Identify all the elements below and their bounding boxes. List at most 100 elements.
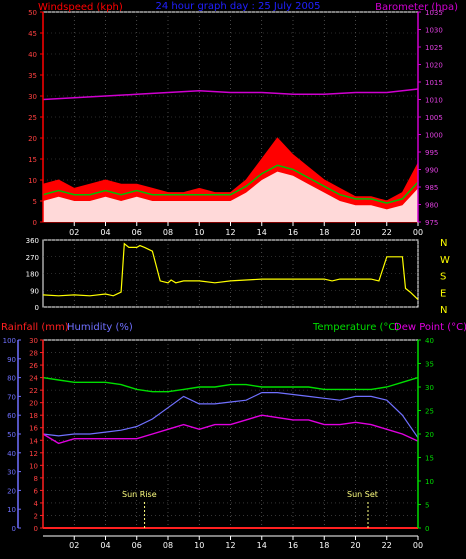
rain-tick-label: 10 (29, 462, 38, 470)
x-tick-label-top: 20 (350, 228, 360, 237)
humidity-tick-label: 60 (7, 412, 16, 420)
temp-tick-label: 5 (425, 502, 429, 510)
rain-tick-label: 22 (29, 387, 38, 395)
rain-tick-label: 16 (29, 425, 38, 433)
temperature-line (42, 376, 419, 393)
x-tick-label-top: 14 (257, 228, 267, 237)
humidity-tick-label: 40 (7, 450, 16, 458)
baro-tick-label: 985 (425, 184, 438, 192)
windspeed-axis-title: Windspeed (kph) (38, 2, 123, 13)
compass-label: S (440, 272, 446, 283)
baro-tick-label: 990 (425, 167, 438, 175)
rain-tick-label: 4 (34, 500, 39, 508)
barometer-line (42, 88, 419, 101)
humidity-tick-label: 30 (7, 469, 16, 477)
x-tick-label-bottom: 12 (225, 541, 235, 550)
direction-tick-label: 360 (26, 237, 39, 245)
direction-tick-label: 270 (26, 254, 39, 262)
baro-tick-label: 1015 (425, 79, 443, 87)
rain-tick-label: 18 (29, 412, 38, 420)
x-tick-label-bottom: 10 (194, 541, 204, 550)
rain-tick-label: 24 (29, 375, 38, 383)
baro-tick-label: 995 (425, 149, 438, 157)
wind-tick-label: 20 (28, 135, 37, 143)
rain-tick-label: 28 (29, 350, 38, 358)
direction-tick-label: 0 (35, 304, 39, 312)
x-tick-label-top: 12 (225, 228, 235, 237)
baro-tick-label: 1025 (425, 44, 443, 52)
x-tick-label-bottom: 14 (257, 541, 267, 550)
temp-tick-label: 0 (425, 525, 429, 533)
compass-label: N (440, 238, 447, 249)
sunset-label: Sun Set (347, 490, 378, 499)
x-tick-label-top: 02 (69, 228, 79, 237)
humidity-tick-label: 80 (7, 375, 16, 383)
temp-tick-label: 25 (425, 408, 434, 416)
temperature-axis-title: Temperature (°C) (312, 322, 399, 333)
wind-tick-label: 45 (28, 30, 37, 38)
rain-tick-label: 12 (29, 450, 38, 458)
humidity-axis-title: Humidity (%) (67, 322, 133, 333)
dewpoint-line (42, 414, 419, 445)
rain-tick-label: 2 (34, 512, 38, 520)
wind-tick-label: 30 (28, 93, 37, 101)
rain-tick-label: 26 (29, 362, 38, 370)
x-tick-label-bottom: 06 (132, 541, 142, 550)
x-tick-label-top: 06 (132, 228, 142, 237)
baro-tick-label: 1020 (425, 62, 443, 70)
x-tick-label-bottom: 22 (382, 541, 392, 550)
x-tick-label-top: 16 (288, 228, 298, 237)
x-tick-label-bottom: 04 (100, 541, 110, 550)
compass-label: N (440, 305, 447, 316)
barometer-axis-title: Barometer (hpa) (375, 2, 458, 13)
wind-tick-label: 0 (33, 219, 37, 227)
temp-tick-label: 20 (425, 431, 434, 439)
baro-tick-label: 1005 (425, 114, 443, 122)
baro-tick-label: 975 (425, 219, 438, 227)
rain-tick-label: 14 (29, 437, 38, 445)
x-tick-label-top: 08 (163, 228, 173, 237)
wind-tick-label: 40 (28, 51, 37, 59)
humidity-tick-label: 90 (7, 356, 16, 364)
x-tick-label-top: 04 (100, 228, 110, 237)
temp-tick-label: 40 (425, 337, 434, 345)
chart-title: 24 hour graph day : 25 July 2005 (155, 1, 320, 12)
humidity-tick-label: 10 (7, 506, 16, 514)
sunrise-label: Sun Rise (122, 490, 157, 499)
wind-average-line (42, 164, 419, 204)
direction-tick-label: 180 (26, 271, 39, 279)
wind-tick-label: 15 (28, 156, 37, 164)
x-tick-label-bottom: 16 (288, 541, 298, 550)
rainfall-axis-title: Rainfall (mm) (1, 322, 69, 333)
rain-tick-label: 8 (34, 475, 38, 483)
x-tick-label-top: 10 (194, 228, 204, 237)
wind-direction-line (42, 242, 419, 301)
wind-tick-label: 5 (33, 198, 37, 206)
x-tick-label-bottom: 18 (319, 541, 329, 550)
temp-tick-label: 10 (425, 478, 434, 486)
humidity-tick-label: 50 (7, 431, 16, 439)
x-tick-label-bottom: 08 (163, 541, 173, 550)
x-tick-label-bottom: 00 (413, 541, 423, 550)
rain-tick-label: 30 (29, 337, 38, 345)
wind-average-area (43, 171, 418, 222)
x-tick-label-top: 22 (382, 228, 392, 237)
wind-tick-label: 35 (28, 72, 37, 80)
rain-tick-label: 6 (34, 487, 39, 495)
x-tick-label-top: 00 (413, 228, 423, 237)
rain-tick-label: 0 (34, 525, 38, 533)
wind-tick-label: 50 (28, 9, 37, 17)
humidity-tick-label: 70 (7, 393, 16, 401)
x-tick-label-bottom: 02 (69, 541, 79, 550)
x-tick-label-top: 18 (319, 228, 329, 237)
dewpoint-axis-title: Dew Point (°C) (394, 322, 466, 333)
temp-tick-label: 35 (425, 361, 434, 369)
compass-label: E (440, 288, 446, 299)
compass-label: W (440, 255, 450, 266)
humidity-tick-label: 0 (12, 525, 16, 533)
baro-tick-label: 1030 (425, 27, 443, 35)
temp-tick-label: 15 (425, 455, 434, 463)
direction-tick-label: 90 (30, 287, 39, 295)
